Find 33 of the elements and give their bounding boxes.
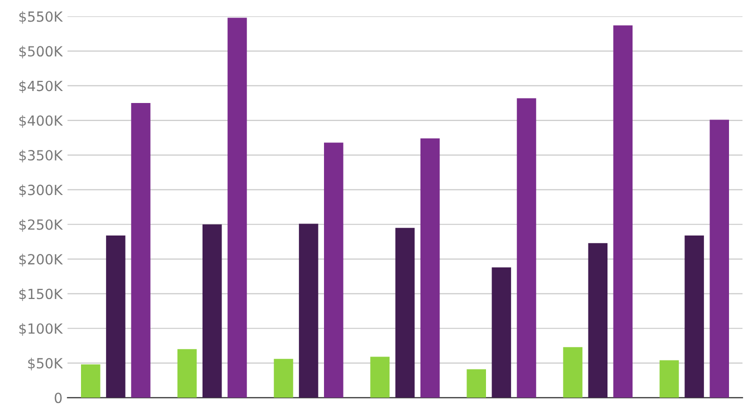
bar [588,243,608,398]
bar [613,25,633,398]
bar [202,224,222,398]
y-tick-label: $300K [19,184,63,198]
bar [106,235,126,398]
y-tick-label: $500K [19,46,63,58]
bar [420,138,440,398]
y-tick-label: $450K [19,80,63,94]
bar [492,267,512,398]
y-tick-label: $250K [19,219,63,232]
bar [660,360,679,398]
y-tick-label: $550K [19,11,63,24]
bar [563,347,582,398]
bar [684,235,704,398]
bar [395,228,415,398]
bar [228,18,247,398]
y-tick-label: $400K [19,115,63,128]
y-tick-label: $200K [19,254,63,266]
y-tick-label: $100K [19,323,63,336]
y-tick-label: $150K [19,288,63,302]
y-tick-label: $350K [19,150,63,162]
bar [274,358,294,398]
bar [466,369,486,398]
y-tick-label: 0 [54,392,62,404]
bar [81,364,100,398]
bar [131,103,150,398]
bar [324,142,344,398]
bar [177,349,197,398]
bar [370,356,390,398]
y-tick-label: $50K [28,358,63,370]
bar [516,98,536,398]
bar [710,120,729,398]
bar [298,224,318,398]
